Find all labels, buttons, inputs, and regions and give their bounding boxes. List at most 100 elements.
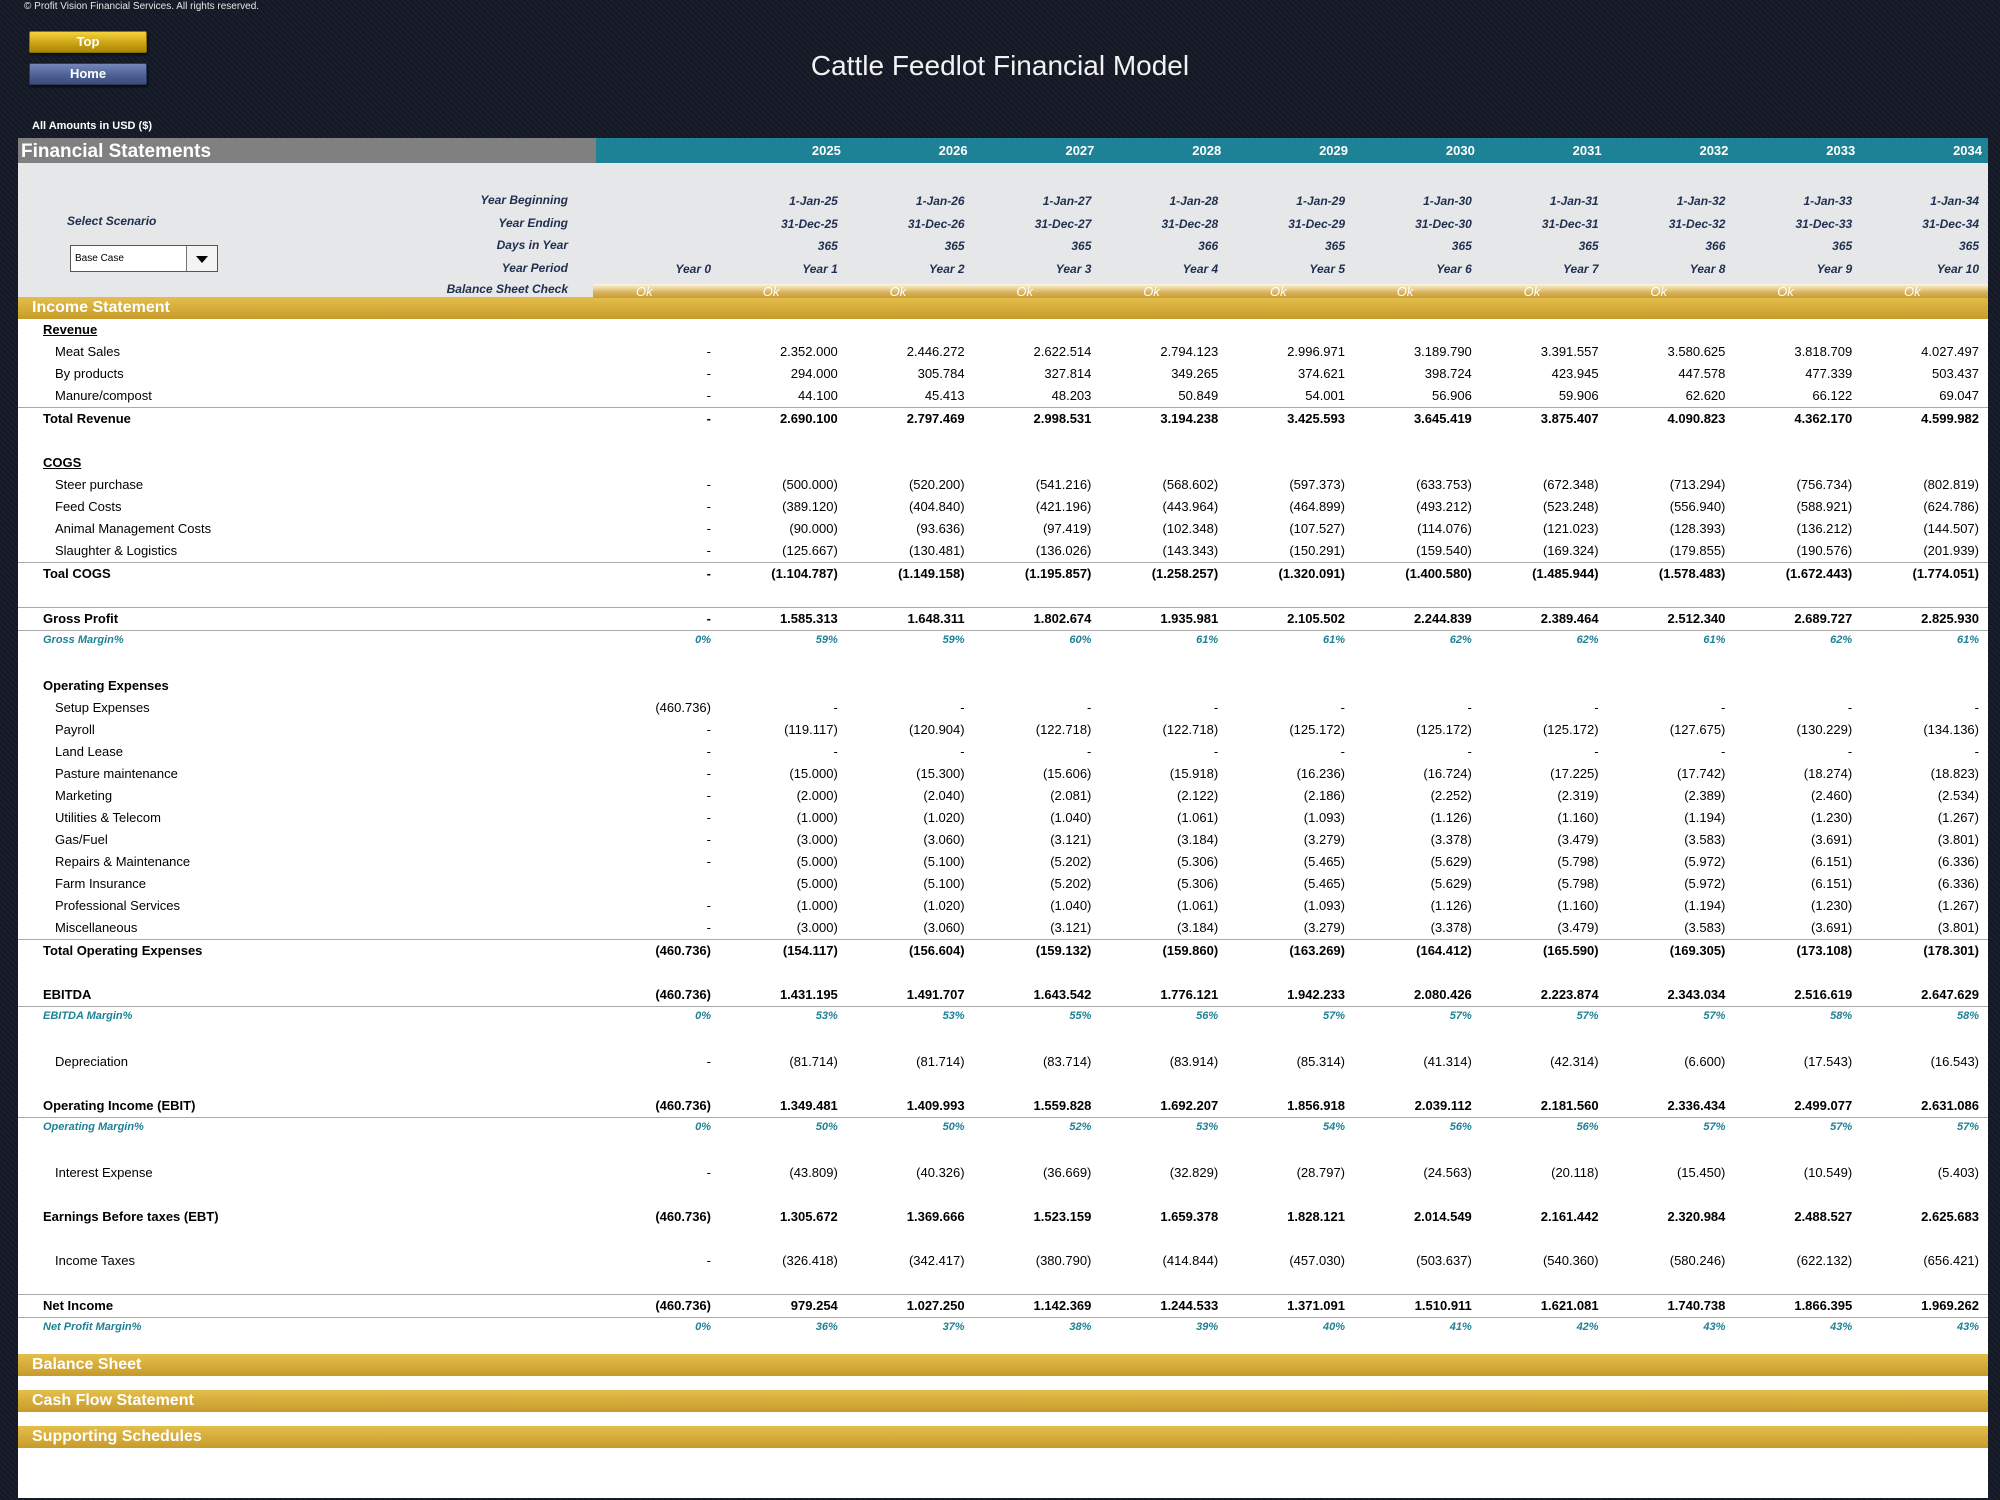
financial-sheet: Financial Statements 2025 2026 2027 2028 202… [18,138,1988,1498]
row-label: Payroll [55,722,95,737]
cell-value: 53% [942,1010,965,1022]
home-button[interactable]: Home [29,63,147,85]
table-row: Gross Margin% 0% 59% 59% 60% 61% 61% 62% 62% 61% 6… [18,630,1988,653]
table-row: Depreciation - (81.714) (81.714) (83.714) (83… [18,1051,1988,1073]
cell-value: (1.267) [1937,898,1979,913]
cell-value: 0% [695,1010,711,1022]
days-cell: 365 [1071,239,1092,253]
spacer-row [18,585,1988,607]
supporting-schedules-header[interactable]: Supporting Schedules [18,1426,1988,1448]
cell-value: (597.373) [1289,477,1345,492]
cell-value: (32.829) [1169,1165,1219,1180]
cell-value: (136.026) [1035,543,1092,558]
cell-value: 1.935.981 [1160,611,1219,626]
cell-value: 55% [1069,1010,1092,1022]
cell-value: - [1847,744,1853,759]
cell-value: - [706,854,711,869]
cell-value: 58% [1956,1010,1979,1022]
table-row: Operating Expenses [18,675,1988,697]
table-row: Professional Services - (1.000) (1.020) (1.0… [18,895,1988,917]
cell-value: (190.576) [1796,543,1853,558]
cell-value: (3.378) [1430,920,1472,935]
balance-sheet-header[interactable]: Balance Sheet [18,1354,1988,1376]
cell-value: (3.060) [923,920,965,935]
cell-value: 2.512.340 [1667,611,1726,626]
scenario-dropdown[interactable]: Base Case [70,245,218,272]
cell-value: (1.194) [1684,898,1726,913]
cell-value: (1.040) [1050,810,1092,825]
cell-value: 60% [1069,634,1092,646]
year-header: 2027 [1065,143,1095,158]
cell-value: 2.622.514 [1033,344,1092,359]
cell-value: 503.437 [1932,366,1979,381]
balance-check-band [593,284,1988,298]
days-cell: 365 [1578,239,1599,253]
top-button[interactable]: Top [29,31,147,53]
cell-value: (3.801) [1937,920,1979,935]
spacer-row [18,1029,1988,1051]
cell-value: 48.203 [1051,388,1092,403]
cell-value: 2.690.100 [779,411,838,426]
cell-value: (802.819) [1923,477,1979,492]
cell-value: - [706,1165,711,1180]
cell-value: 41% [1449,1321,1472,1333]
balance-check-ok: Ok [1650,284,1668,299]
cash-flow-header[interactable]: Cash Flow Statement [18,1390,1988,1412]
cell-value: (121.023) [1542,521,1599,536]
cell-value: 0% [695,1121,711,1133]
cell-value: (3.378) [1430,832,1472,847]
cell-value: - [706,788,711,803]
cell-value: (389.120) [782,499,838,514]
income-statement-header[interactable]: Income Statement [18,297,1988,319]
year-beginning-cell: 1-Jan-26 [915,194,965,208]
cell-value: (1.400.580) [1405,566,1472,581]
cell-value: (5.000) [796,854,838,869]
cell-value: - [1467,744,1472,759]
cell-value: - [706,898,711,913]
cell-value: (107.527) [1289,521,1345,536]
cell-value: 2.647.629 [1921,987,1979,1002]
row-label: Operating Expenses [43,678,169,693]
cell-value: 2.336.434 [1667,1098,1726,1113]
cell-value: - [833,744,838,759]
cell-value: 2.352.000 [779,344,838,359]
cell-value: 1.740.738 [1667,1298,1726,1313]
cell-value: 2.014.549 [1413,1209,1472,1224]
row-label: Operating Margin% [43,1121,144,1133]
cell-value: 45.413 [924,388,965,403]
cell-value: (5.202) [1050,876,1092,891]
cell-value: (1.485.944) [1532,566,1599,581]
cell-value: 2.794.123 [1160,344,1219,359]
balance-check-ok: Ok [762,284,780,299]
cell-value: (43.809) [789,1165,838,1180]
cell-value: (2.081) [1050,788,1092,803]
cell-value: (5.465) [1303,876,1345,891]
cell-value: 1.828.121 [1287,1209,1345,1224]
table-row: Total Revenue - 2.690.100 2.797.469 2.998.53… [18,407,1988,430]
balance-check-ok: Ok [1143,284,1160,299]
cell-value: (3.583) [1684,832,1726,847]
cell-value: 2.080.426 [1413,987,1472,1002]
row-label: Animal Management Costs [55,521,212,536]
cell-value: (1.160) [1557,898,1599,913]
cell-value: (1.258.257) [1151,566,1219,581]
cell-value: (1.000) [796,898,838,913]
year-beginning-cell: 1-Jan-31 [1549,194,1599,208]
cell-value: (173.108) [1796,943,1853,958]
spacer-row [18,430,1988,452]
cell-value: (633.753) [1416,477,1472,492]
periods-cell: Year 4 [1182,262,1219,276]
cell-value: 2.446.272 [906,344,965,359]
year-header: 2029 [1319,143,1348,158]
cell-value: (114.076) [1417,521,1472,536]
cell-value: (5.202) [1050,854,1092,869]
table-row: Pasture maintenance - (15.000) (15.300) (15.… [18,763,1988,785]
cell-value: 2.161.442 [1540,1209,1599,1224]
cell-value: (656.421) [1923,1253,1979,1268]
row-label: Utilities & Telecom [55,810,161,825]
chevron-down-icon[interactable] [186,246,217,271]
year-header: 2025 [811,143,841,158]
row-label: Meat Sales [55,344,121,359]
cell-value: (1.195.857) [1024,566,1092,581]
table-row: COGS [18,452,1988,474]
